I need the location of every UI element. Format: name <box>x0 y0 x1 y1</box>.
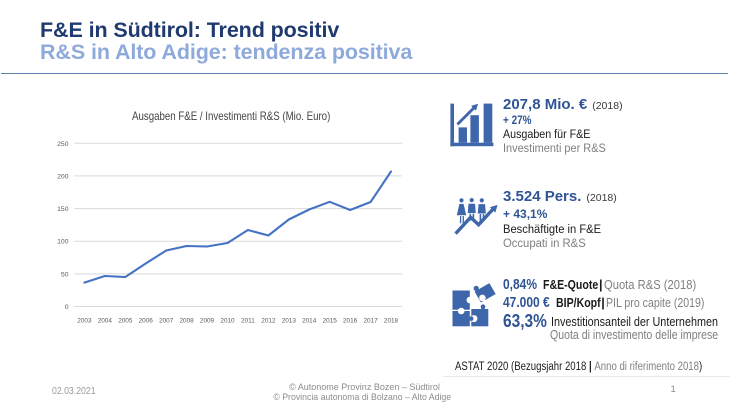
svg-text:250: 250 <box>57 141 69 148</box>
svg-text:0: 0 <box>65 304 69 311</box>
svg-text:2005: 2005 <box>118 318 133 325</box>
svg-text:2006: 2006 <box>139 318 154 325</box>
svg-text:2014: 2014 <box>302 318 317 325</box>
svg-text:2008: 2008 <box>179 318 194 325</box>
svg-text:50: 50 <box>61 271 69 278</box>
svg-text:2017: 2017 <box>363 318 378 325</box>
svg-text:150: 150 <box>57 206 69 213</box>
svg-text:2018: 2018 <box>384 318 399 325</box>
svg-text:2015: 2015 <box>323 318 338 325</box>
svg-text:100: 100 <box>57 239 69 246</box>
svg-text:200: 200 <box>57 173 69 180</box>
svg-text:2010: 2010 <box>220 318 235 325</box>
svg-text:2012: 2012 <box>261 318 276 325</box>
svg-text:2009: 2009 <box>200 318 215 325</box>
svg-text:2013: 2013 <box>282 318 297 325</box>
svg-text:2011: 2011 <box>241 318 255 325</box>
svg-text:2016: 2016 <box>343 318 358 325</box>
svg-text:2007: 2007 <box>159 318 174 325</box>
svg-text:2003: 2003 <box>77 318 92 325</box>
svg-text:2004: 2004 <box>98 318 113 325</box>
